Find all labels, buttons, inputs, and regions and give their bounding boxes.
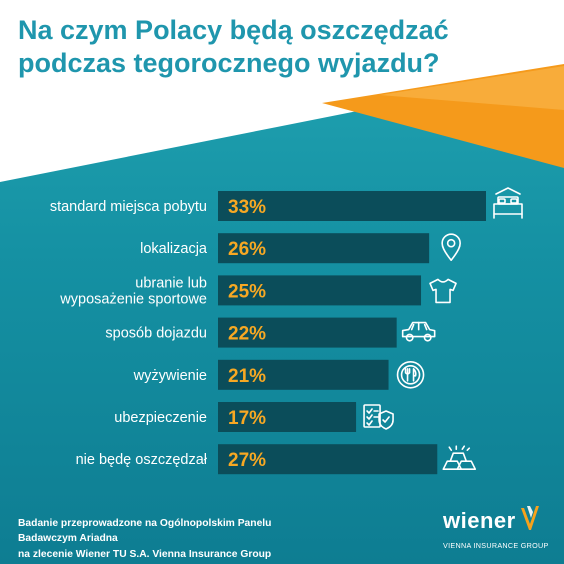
bar (218, 233, 430, 264)
bar (218, 191, 486, 221)
bed-icon (493, 187, 523, 219)
category-label: lokalizacja (140, 241, 208, 257)
category-label: ubezpieczenie (114, 410, 207, 426)
orange-accent-highlight (380, 66, 564, 110)
wiener-logo: wiener VIENNA INSURANCE GROUP (443, 504, 555, 556)
bar (218, 275, 422, 306)
tshirt-icon (429, 278, 457, 304)
value-label: 26% (228, 239, 266, 260)
value-label: 22% (228, 324, 266, 345)
logo-subtitle: VIENNA INSURANCE GROUP (443, 541, 549, 550)
value-label: 17% (228, 408, 266, 429)
value-label: 27% (228, 450, 266, 471)
logo-wordmark: wiener (443, 508, 516, 533)
car-icon (401, 321, 436, 342)
plate-cutlery-icon (396, 360, 425, 389)
value-label: 21% (228, 366, 266, 387)
bar (218, 359, 389, 390)
bar (218, 444, 438, 475)
white-header-panel (0, 0, 564, 182)
gold-bars-icon (442, 445, 477, 471)
bar (218, 402, 357, 432)
location-pin-icon (441, 233, 461, 261)
bar (218, 317, 397, 348)
category-label: sposób dojazdu (105, 326, 207, 342)
footer-line-1: Badanie przeprowadzone na Ogólnopolskim … (18, 518, 272, 545)
logo-mark-icon (521, 506, 539, 530)
chart-title: Na czym Polacy będą oszczędzać podczas t… (18, 15, 449, 78)
value-label: 33% (228, 197, 266, 218)
category-label: wyżywienie (133, 368, 207, 384)
category-label: nie będę oszczędzał (76, 452, 208, 468)
footer-note: Badanie przeprowadzone na Ogólnopolskim … (18, 516, 318, 562)
insurance-checklist-icon (363, 404, 394, 430)
category-label: standard miejsca pobytu (50, 199, 207, 215)
footer-line-2: na zlecenie Wiener TU S.A. Vienna Insura… (18, 548, 272, 560)
value-label: 25% (228, 281, 266, 302)
category-label: ubranie lub wyposażenie sportowe (59, 275, 207, 307)
